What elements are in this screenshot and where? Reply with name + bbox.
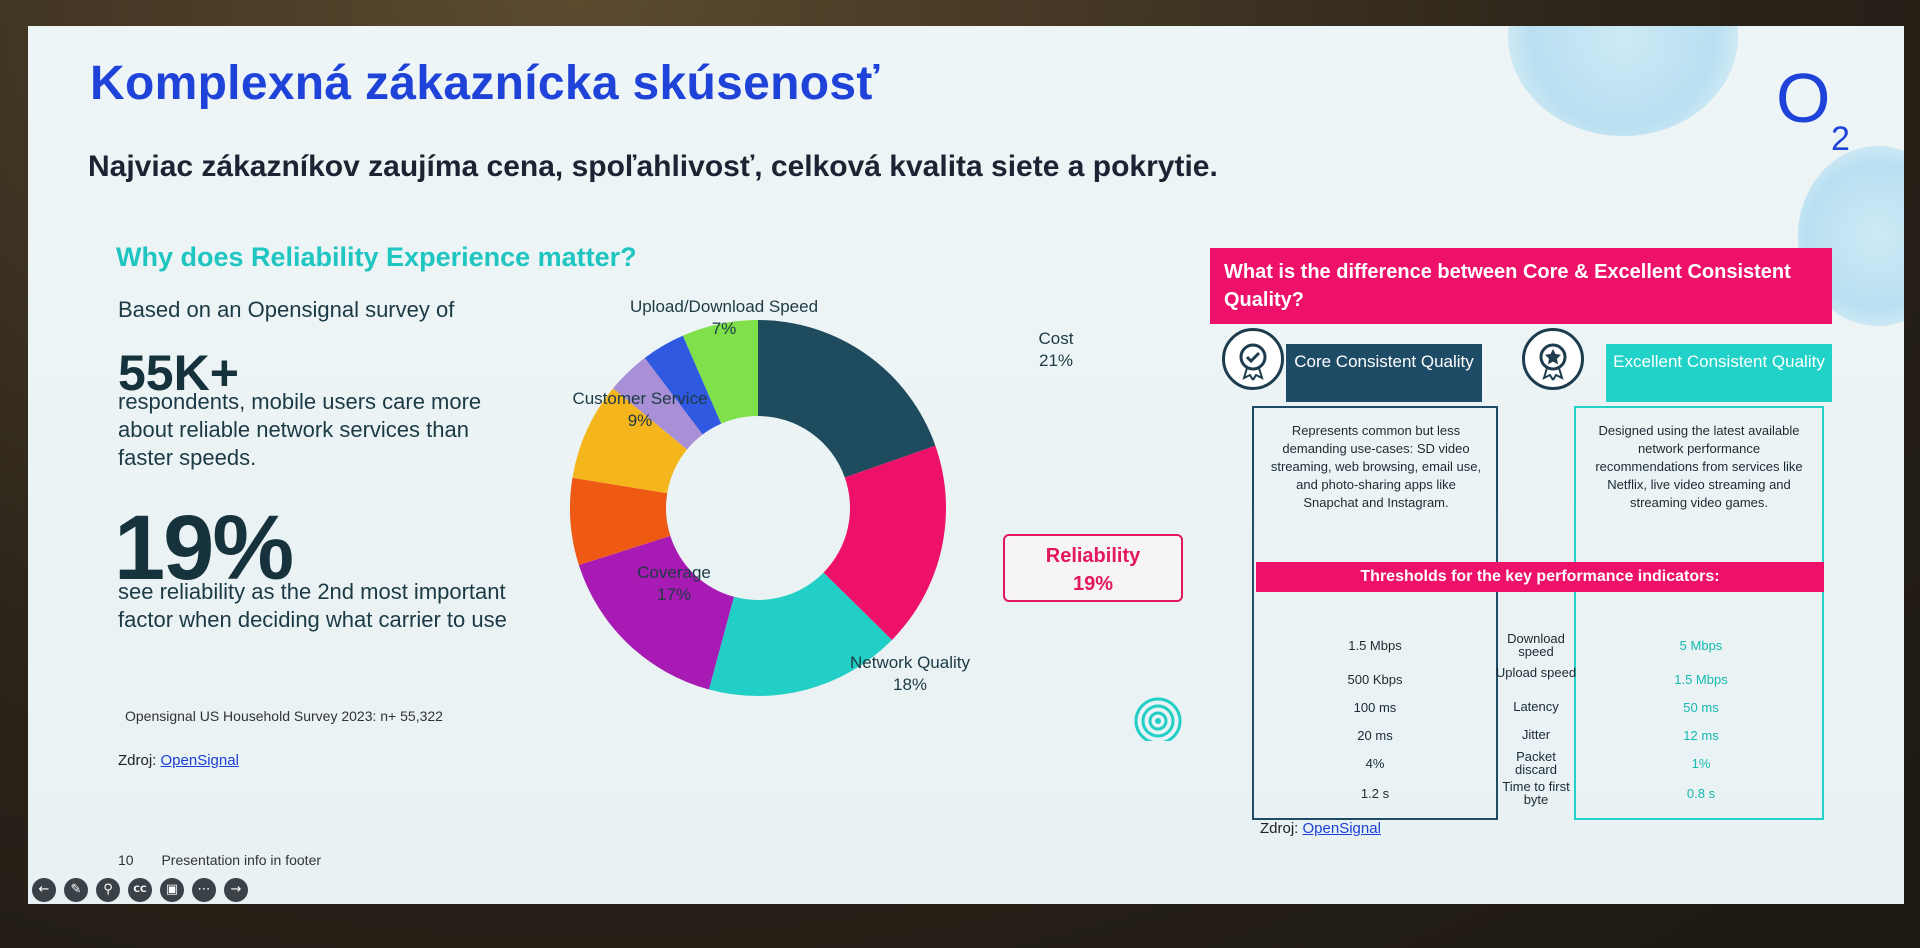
excellent-quality-label: Excellent Consistent Quality	[1606, 344, 1832, 402]
kpi-core-value: 100 ms	[1353, 700, 1397, 715]
slice-label: Network Quality	[850, 653, 970, 672]
big-number: 55K+	[118, 345, 239, 401]
donut-chart	[570, 320, 946, 696]
thresholds-title: Thresholds for the key performance indic…	[1256, 562, 1824, 592]
slice-pct: 18%	[892, 675, 928, 694]
slice-label: Cost	[1038, 329, 1074, 348]
source-label: Zdroj:	[1260, 820, 1299, 837]
source-link[interactable]: OpenSignal	[1302, 820, 1381, 837]
kpi-row: 20 ms Jitter 12 ms	[1256, 722, 1824, 752]
slice-label: Coverage	[637, 563, 711, 582]
donut-slice-other-6	[613, 357, 703, 450]
kpi-row: 1.5 Mbps Download speed 5 Mbps	[1256, 632, 1824, 662]
kpi-row: 500 Kbps Upload speed 1.5 Mbps	[1256, 666, 1824, 696]
kpi-excellent-value: 1.5 Mbps	[1674, 672, 1728, 687]
kpi-row: 1.2 s Time to first byte 0.8 s	[1256, 780, 1824, 810]
o2-logo: O 2	[1776, 60, 1850, 158]
slice-label: Upload/Download Speed	[629, 297, 819, 316]
donut-slice-customer-service	[572, 388, 688, 494]
core-column-box	[1252, 406, 1498, 820]
difference-heading: What is the difference between Core & Ex…	[1210, 248, 1832, 324]
core-quality-label: Core Consistent Quality	[1286, 344, 1482, 402]
kpi-name: Download speed	[1507, 631, 1565, 659]
donut-slice-cost	[758, 320, 936, 478]
label-coverage: Coverage 17%	[614, 562, 734, 606]
donut-slice-coverage	[578, 535, 734, 690]
core-badge-icon	[1222, 328, 1284, 390]
camera-icon[interactable]: ▣	[160, 878, 184, 902]
kpi-name: Time to first byte	[1502, 779, 1570, 807]
donut-slice-other-7	[644, 335, 722, 435]
kpi-core-value: 500 Kbps	[1347, 672, 1403, 687]
survey-note: Opensignal US Household Survey 2023: n+ …	[125, 708, 443, 724]
presentation-slide: Komplexná zákaznícka skúsenosť Najviac z…	[28, 26, 1904, 904]
kpi-core-value: 20 ms	[1357, 728, 1393, 743]
kpi-row: 100 ms Latency 50 ms	[1256, 694, 1824, 724]
prev-icon[interactable]: ←	[32, 878, 56, 902]
intro-text: Based on an Opensignal survey of	[118, 297, 455, 322]
body-text: respondents, mobile users care more abou…	[118, 389, 482, 470]
donut-slice-network-quality	[708, 572, 892, 696]
kpi-core-value: 1.5 Mbps	[1348, 638, 1402, 653]
kpi-excellent-value: 50 ms	[1683, 700, 1719, 715]
body-text-2: see reliability as the 2nd most importan…	[118, 579, 507, 632]
excellent-description: Designed using the latest available netw…	[1595, 423, 1803, 510]
kpi-excellent-value: 5 Mbps	[1679, 638, 1723, 653]
left-heading: Why does Reliability Experience matter?	[116, 242, 637, 272]
kpi-name: Latency	[1513, 699, 1559, 714]
cc-icon[interactable]: CC	[128, 878, 152, 902]
slice-label: Customer Service	[572, 389, 708, 408]
callout-pct: 19%	[1072, 573, 1114, 595]
slice-pct: 9%	[627, 411, 653, 430]
label-cost: Cost 21%	[996, 328, 1116, 372]
more-icon[interactable]: ⋯	[192, 878, 216, 902]
slice-pct: 21%	[1038, 351, 1074, 370]
kpi-core-value: 1.2 s	[1360, 786, 1390, 801]
slide-subtitle: Najviac zákazníkov zaujíma cena, spoľahl…	[88, 150, 1218, 183]
donut-slice-reliability	[823, 445, 946, 640]
kpi-row: 4% Packet discard 1%	[1256, 750, 1824, 780]
kpi-core-value: 4%	[1365, 756, 1385, 771]
kpi-name: Packet discard	[1515, 749, 1557, 777]
presenter-toolbar: ← ✎ ⚲ CC ▣ ⋯ →	[28, 878, 248, 904]
kpi-name: Upload speed	[1495, 665, 1577, 680]
search-icon[interactable]: ⚲	[96, 878, 120, 902]
signal-icon	[1134, 697, 1182, 741]
source-line: Zdroj: OpenSignal	[118, 752, 239, 769]
source-label: Zdroj:	[118, 752, 157, 769]
label-upload-download: Upload/Download Speed 7%	[594, 296, 854, 340]
kpi-excellent-value: 0.8 s	[1686, 786, 1716, 801]
label-customer-service: Customer Service 9%	[540, 388, 740, 432]
big-percent: 19%	[114, 497, 294, 599]
kpi-excellent-value: 1%	[1691, 756, 1711, 771]
callout-label: Reliability	[1045, 545, 1141, 567]
slide-footer: 10 Presentation info in footer	[118, 852, 345, 868]
kpi-excellent-value: 12 ms	[1683, 728, 1719, 743]
donut-slice-other-4	[570, 477, 671, 566]
decor-bubble	[1508, 26, 1738, 136]
slice-pct: 17%	[656, 585, 692, 604]
slide-title: Komplexná zákaznícka skúsenosť	[90, 57, 880, 110]
source-link[interactable]: OpenSignal	[160, 752, 239, 769]
source-line-right: Zdroj: OpenSignal	[1260, 820, 1381, 837]
kpi-name: Jitter	[1521, 727, 1551, 742]
o2-logo-o: O	[1776, 60, 1830, 137]
page-number: 10	[118, 852, 134, 868]
core-description: Represents common but less demanding use…	[1270, 423, 1482, 510]
label-network-quality: Network Quality 18%	[810, 652, 1010, 696]
pen-icon[interactable]: ✎	[64, 878, 88, 902]
reliability-callout: Reliability 19%	[1003, 534, 1183, 602]
o2-logo-sub: 2	[1831, 120, 1850, 158]
excellent-badge-icon	[1522, 328, 1584, 390]
excellent-column-box	[1574, 406, 1824, 820]
next-icon[interactable]: →	[224, 878, 248, 902]
footer-info: Presentation info in footer	[161, 852, 322, 868]
donut-slice-upload-download-speed	[682, 320, 758, 424]
slice-pct: 7%	[711, 319, 737, 338]
